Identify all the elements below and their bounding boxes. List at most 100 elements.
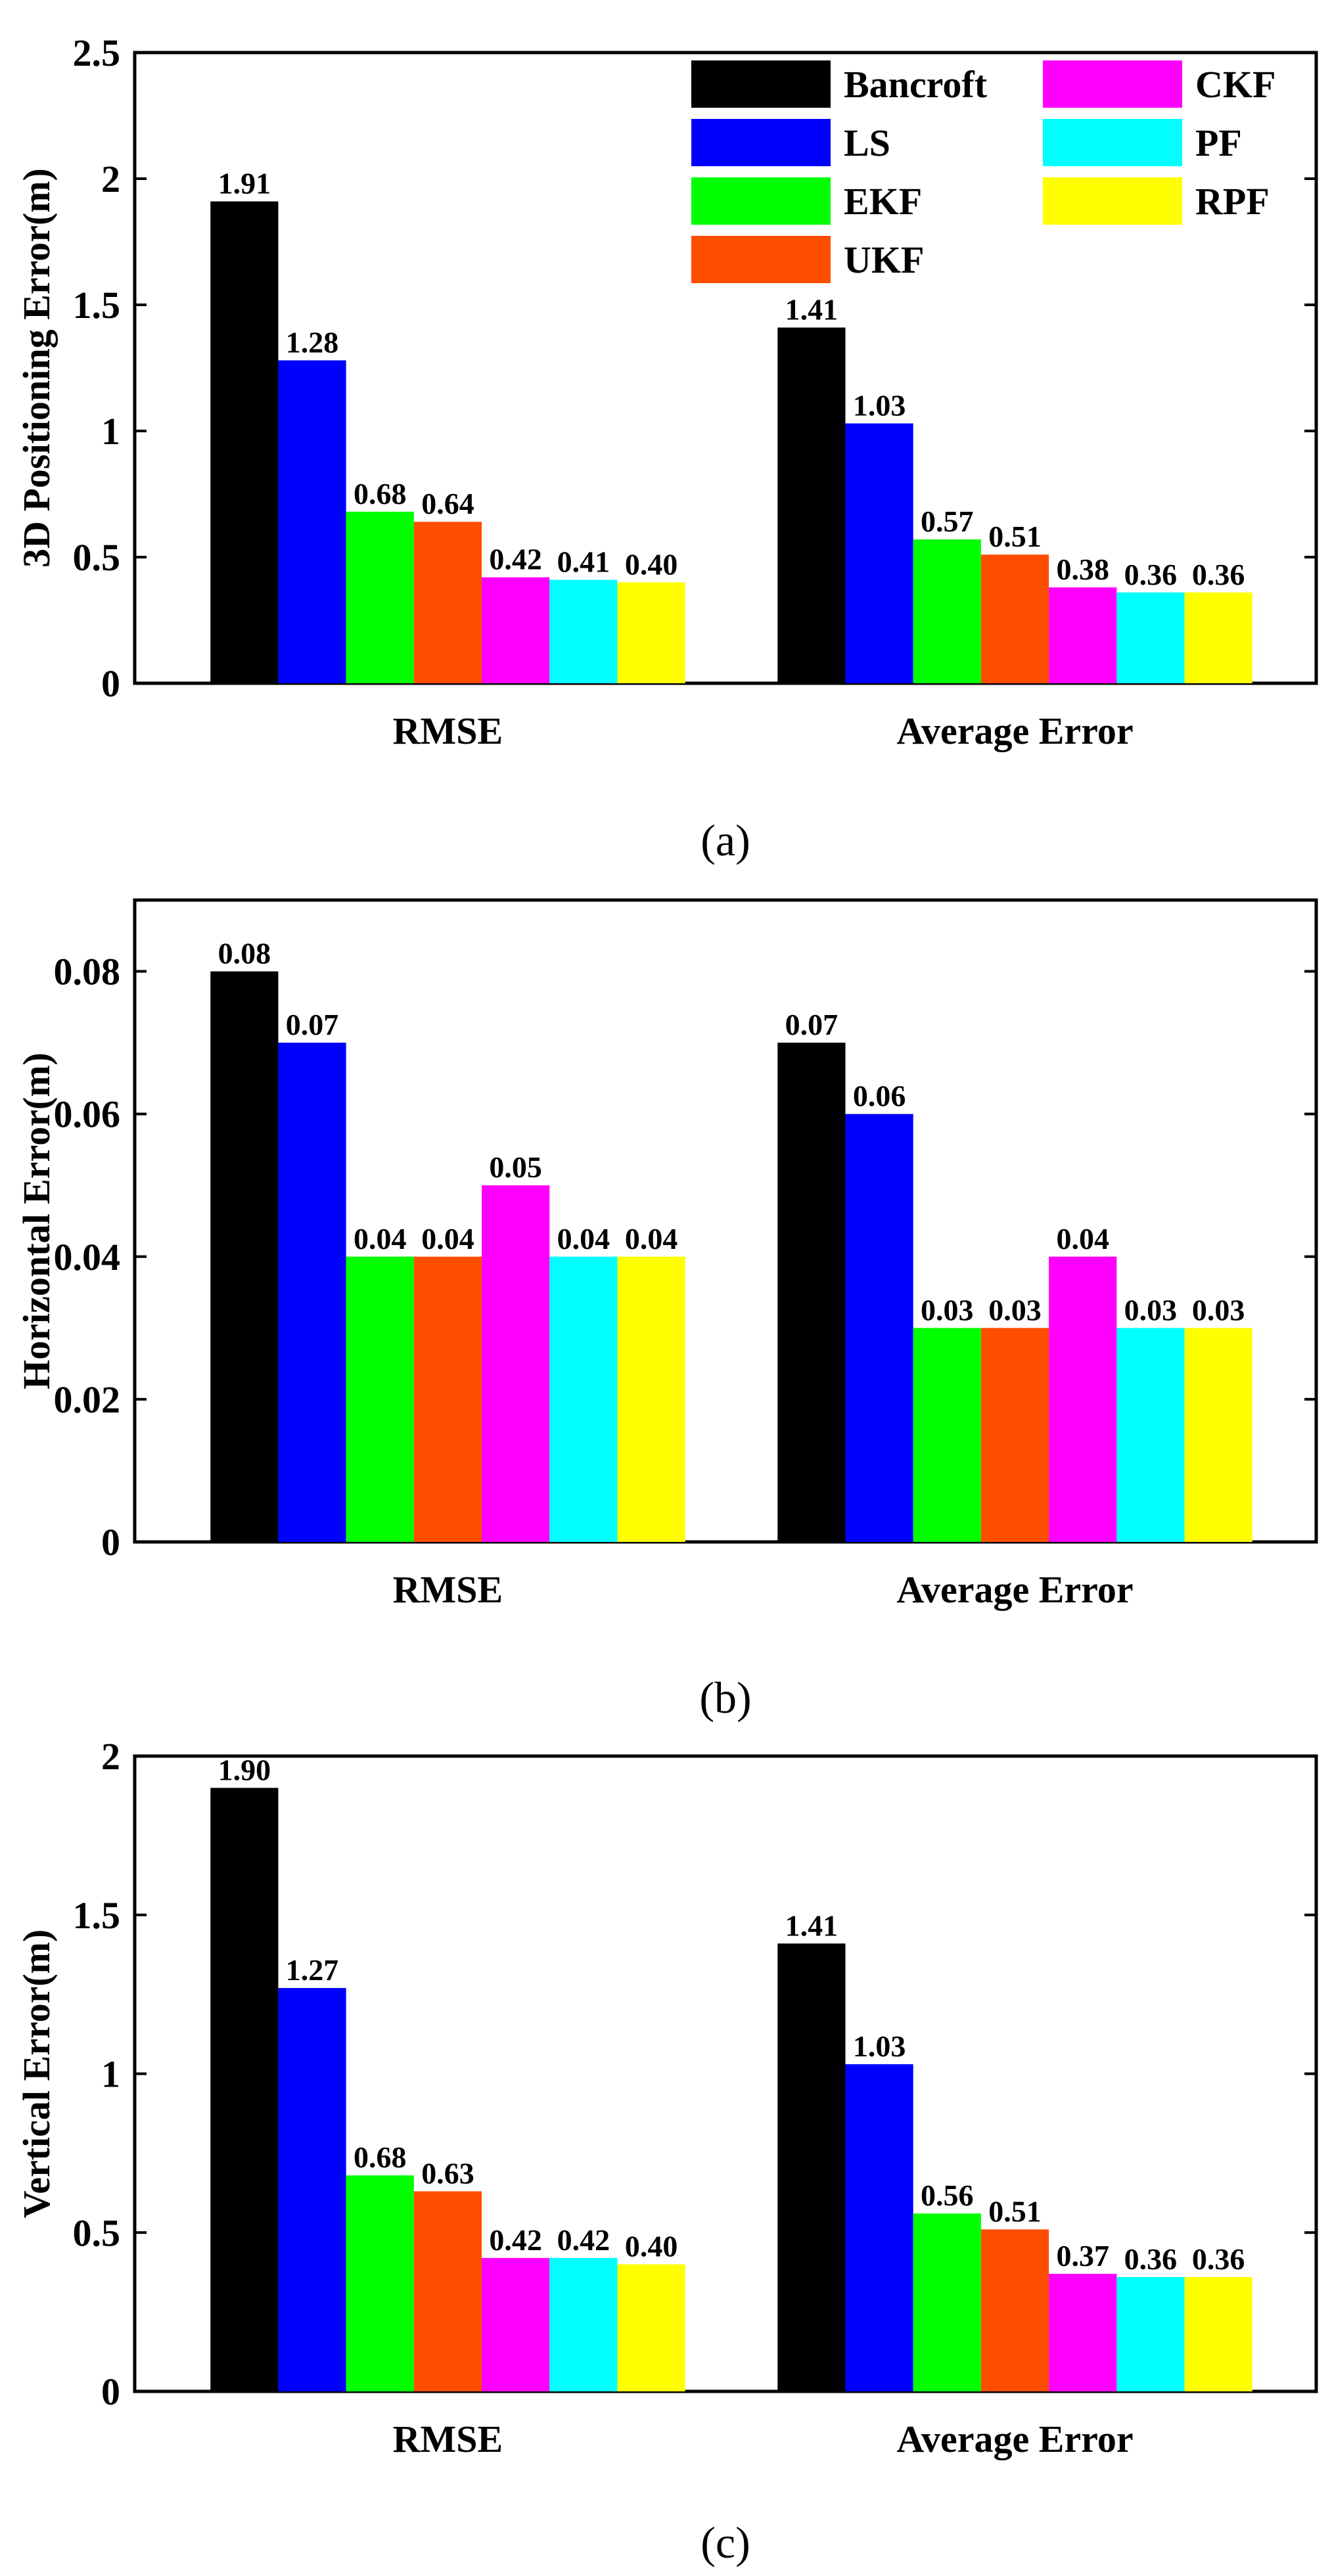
data-label: 0.05 bbox=[489, 1150, 542, 1184]
x-category-label: Average Error bbox=[896, 2418, 1133, 2460]
data-label: 0.36 bbox=[1124, 2242, 1178, 2276]
y-tick-label: 0.06 bbox=[54, 1093, 121, 1136]
data-label: 0.04 bbox=[354, 1222, 407, 1255]
y-tick-label: 2 bbox=[101, 1735, 120, 1778]
data-label: 0.03 bbox=[988, 1293, 1042, 1326]
data-label: 0.68 bbox=[354, 2140, 407, 2174]
data-label: 0.06 bbox=[853, 1079, 906, 1113]
y-axis-label: Horizontal Error(m) bbox=[15, 1052, 58, 1390]
legend-label-ukf: UKF bbox=[844, 238, 924, 281]
bar-ukf-rmse bbox=[413, 2191, 482, 2391]
bar-rpf-rmse bbox=[617, 2264, 685, 2391]
y-tick-label: 0.5 bbox=[73, 2211, 121, 2254]
data-label: 1.28 bbox=[286, 325, 339, 359]
bar-ukf-average-error bbox=[980, 554, 1049, 683]
y-tick-label: 2.5 bbox=[73, 32, 121, 74]
figure-caption: (b) bbox=[699, 1673, 751, 1723]
figure-caption: (a) bbox=[700, 815, 750, 865]
bar-ls-rmse bbox=[278, 1987, 346, 2391]
data-label: 0.36 bbox=[1192, 2242, 1245, 2276]
legend-swatch-ckf bbox=[1043, 60, 1182, 108]
plot-frame bbox=[133, 898, 1318, 1544]
y-tick-label: 0 bbox=[101, 1521, 120, 1564]
bar-bancroft-rmse bbox=[210, 1788, 279, 2391]
data-label: 0.40 bbox=[625, 2230, 678, 2263]
data-label: 0.42 bbox=[489, 2223, 542, 2257]
y-tick-label: 2 bbox=[101, 158, 120, 200]
bar-rpf-rmse bbox=[617, 1256, 685, 1542]
bar-rpf-rmse bbox=[617, 582, 685, 683]
data-label: 0.04 bbox=[1056, 1222, 1109, 1255]
data-label: 0.63 bbox=[421, 2156, 474, 2190]
bar-pf-rmse bbox=[549, 1256, 618, 1542]
x-category-label: Average Error bbox=[896, 1568, 1133, 1611]
data-label: 1.90 bbox=[218, 1753, 271, 1786]
legend-label-ckf: CKF bbox=[1195, 63, 1275, 106]
bar-ukf-rmse bbox=[413, 1256, 482, 1542]
legend-swatch-ukf bbox=[691, 236, 831, 283]
data-label: 0.04 bbox=[625, 1222, 678, 1255]
bar-bancroft-average-error bbox=[777, 1943, 846, 2391]
bar-ls-rmse bbox=[278, 1043, 346, 1542]
bar-bancroft-average-error bbox=[777, 327, 846, 683]
data-label: 0.64 bbox=[421, 487, 474, 520]
bar-ekf-average-error bbox=[913, 539, 981, 683]
y-tick-label: 0.5 bbox=[73, 536, 121, 579]
bar-ls-rmse bbox=[278, 360, 346, 683]
x-category-label: Average Error bbox=[896, 710, 1133, 752]
bar-pf-average-error bbox=[1116, 2276, 1185, 2391]
data-label: 0.42 bbox=[489, 543, 542, 576]
data-label: 0.03 bbox=[921, 1293, 974, 1326]
y-tick-label: 0 bbox=[101, 2370, 120, 2413]
bar-pf-rmse bbox=[549, 2257, 618, 2391]
bar-ls-average-error bbox=[845, 423, 913, 683]
bar-ekf-average-error bbox=[913, 2213, 981, 2391]
data-label: 0.07 bbox=[286, 1008, 339, 1041]
data-label: 0.51 bbox=[988, 2194, 1042, 2228]
data-label: 0.56 bbox=[921, 2179, 974, 2212]
legend-label-bancroft: Bancroft bbox=[844, 63, 988, 106]
data-label: 0.04 bbox=[421, 1222, 474, 1255]
data-label: 0.03 bbox=[1192, 1293, 1245, 1326]
figure-caption: (c) bbox=[700, 2518, 750, 2567]
data-label: 0.68 bbox=[354, 477, 407, 510]
data-label: 0.38 bbox=[1056, 553, 1109, 586]
bar-ekf-rmse bbox=[346, 511, 414, 683]
bar-ckf-rmse bbox=[482, 577, 550, 683]
legend-label-ls: LS bbox=[844, 122, 890, 164]
data-label: 1.41 bbox=[785, 1909, 838, 1942]
legend: Bancroft LS EKF UKF CKF PF RPF bbox=[691, 60, 1275, 283]
data-label: 0.57 bbox=[921, 505, 974, 538]
data-label: 1.91 bbox=[218, 167, 271, 200]
data-label: 0.04 bbox=[557, 1222, 610, 1255]
data-label: 0.07 bbox=[785, 1008, 838, 1041]
data-label: 0.51 bbox=[988, 520, 1042, 553]
y-tick-label: 0.02 bbox=[54, 1378, 121, 1421]
y-tick-label: 0 bbox=[101, 662, 120, 705]
bar-pf-rmse bbox=[549, 579, 618, 683]
y-axis-label: Vertical Error(m) bbox=[15, 1930, 58, 2219]
legend-swatch-ls bbox=[691, 119, 831, 166]
x-category-label: RMSE bbox=[393, 710, 503, 752]
bar-ukf-average-error bbox=[980, 1328, 1049, 1542]
bar-ckf-rmse bbox=[482, 1185, 550, 1542]
bar-ls-average-error bbox=[845, 1114, 913, 1542]
bar-bancroft-rmse bbox=[210, 971, 279, 1542]
legend-label-ekf: EKF bbox=[844, 180, 922, 223]
data-label: 1.03 bbox=[853, 2029, 906, 2063]
bar-bancroft-rmse bbox=[210, 201, 279, 683]
bar-rpf-average-error bbox=[1184, 2276, 1252, 2391]
bar-pf-average-error bbox=[1116, 1328, 1185, 1542]
x-category-label: RMSE bbox=[393, 2418, 503, 2460]
data-label: 1.03 bbox=[853, 388, 906, 422]
data-label: 0.42 bbox=[557, 2223, 610, 2257]
data-label: 0.41 bbox=[557, 545, 610, 579]
legend-swatch-rpf bbox=[1043, 177, 1182, 225]
bar-ekf-rmse bbox=[346, 2175, 414, 2391]
legend-label-pf: PF bbox=[1195, 122, 1242, 164]
bar-ckf-average-error bbox=[1049, 587, 1117, 683]
y-tick-label: 0.08 bbox=[54, 951, 121, 993]
legend-swatch-bancroft bbox=[691, 60, 831, 108]
